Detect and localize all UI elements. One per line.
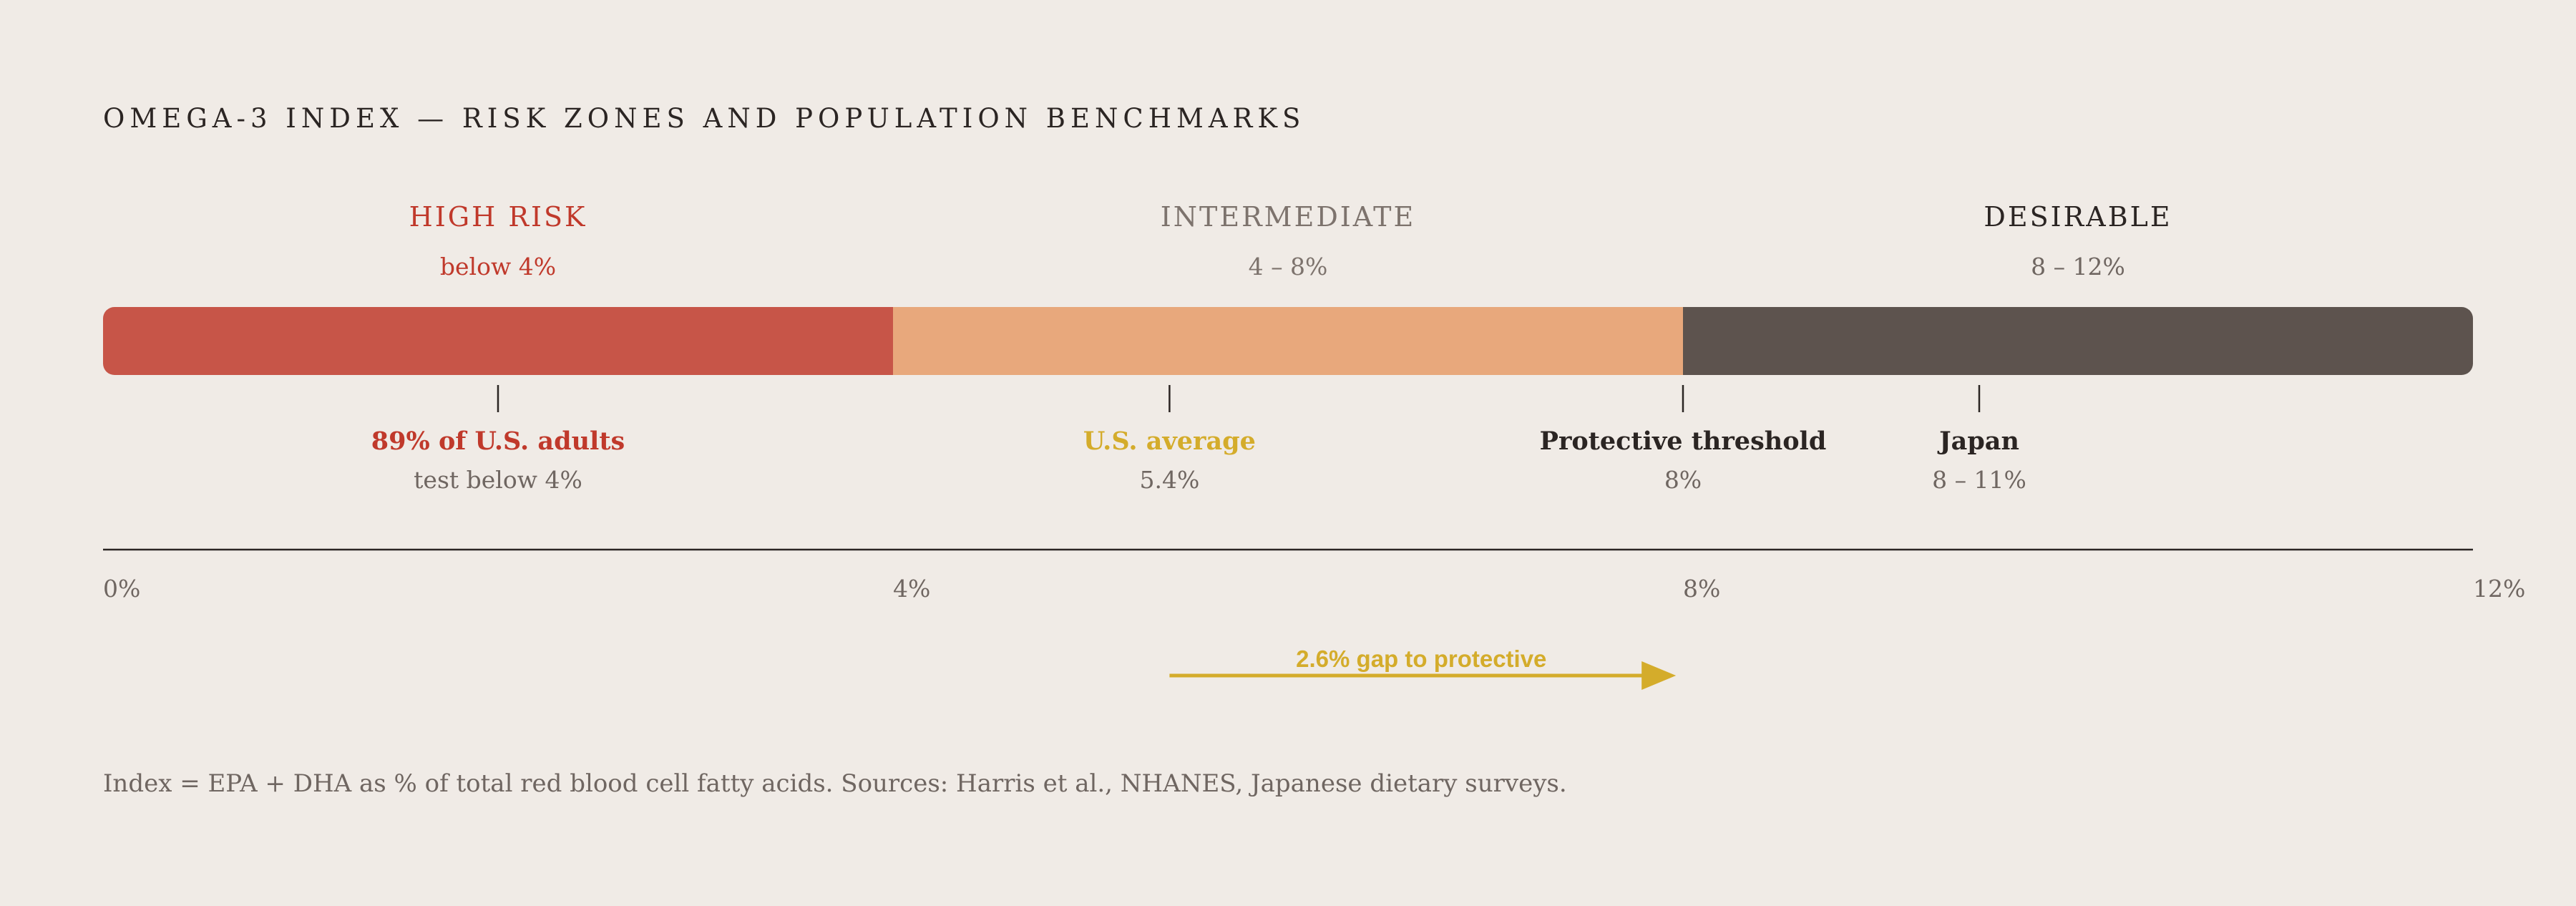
marker-label-1: 89% of U.S. adults [371, 427, 625, 456]
x-tick-label-4: 12% [2473, 575, 2525, 603]
x-tick-label-1: 0% [103, 575, 140, 603]
marker-sublabel-2: 5.4% [1139, 466, 1199, 494]
marker-label-3: Protective threshold [1540, 427, 1827, 456]
marker-sublabel-1: test below 4% [414, 466, 582, 494]
marker-label-4: Japan [1937, 427, 2019, 456]
x-tick-label-2: 4% [893, 575, 930, 603]
zone-segment-1 [103, 307, 894, 375]
marker-label-2: U.S. average [1083, 427, 1256, 456]
zone-bar [103, 307, 2473, 375]
zone-segment-2 [893, 307, 1684, 375]
marker-sublabel-4: 8 – 11% [1932, 466, 2026, 494]
zone-range-3: 8 – 12% [2031, 253, 2125, 281]
chart-title: OMEGA-3 INDEX — RISK ZONES AND POPULATIO… [103, 103, 1305, 134]
zone-range-2: 4 – 8% [1249, 253, 1328, 281]
zone-label-3: DESIRABLE [1984, 201, 2172, 233]
x-tick-label-3: 8% [1683, 575, 1720, 603]
zone-range-1: below 4% [440, 253, 556, 281]
footnote: Index = EPA + DHA as % of total red bloo… [103, 769, 1567, 798]
zone-label-2: INTERMEDIATE [1161, 201, 1416, 233]
zone-segment-3 [1683, 307, 2473, 375]
gap-annotation-label: 2.6% gap to protective [1296, 646, 1546, 672]
gap-arrow-head [1641, 661, 1677, 690]
marker-sublabel-3: 8% [1664, 466, 1702, 494]
zone-label-1: HIGH RISK [409, 201, 587, 233]
